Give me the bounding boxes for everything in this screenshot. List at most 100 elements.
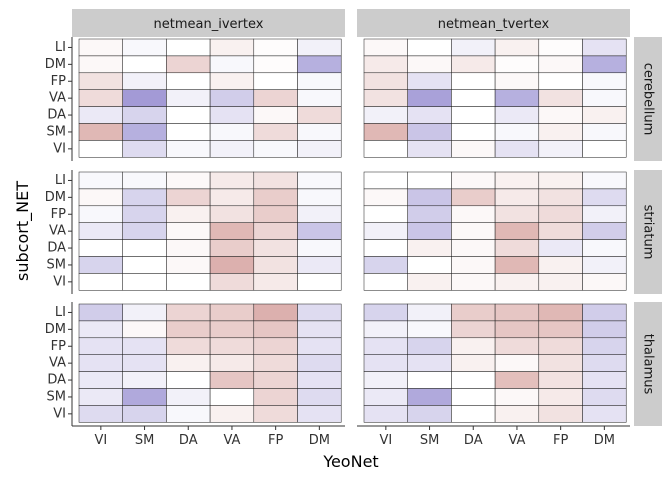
- axes: LIDMFPVADASMVILIDMFPVADASMVILIDMFPVADASM…: [45, 37, 630, 448]
- heatmap-tile: [253, 337, 298, 355]
- heatmap-tile: [122, 405, 167, 423]
- heatmap-tile: [407, 123, 452, 141]
- heatmap-tile: [582, 55, 627, 74]
- heatmap-tile: [209, 222, 255, 240]
- heatmap-tile: [538, 320, 583, 339]
- heatmap-tile: [451, 188, 496, 207]
- heatmap-tile: [166, 106, 211, 124]
- heatmap-tile: [209, 55, 255, 74]
- heatmap-tile: [451, 303, 496, 322]
- heatmap-tile: [297, 38, 342, 57]
- heatmap-tile: [122, 354, 167, 372]
- heatmap-tile: [538, 205, 583, 223]
- heatmap-tile: [538, 222, 583, 240]
- heatmap-tile: [166, 388, 211, 406]
- heatmap-tile: [494, 337, 540, 355]
- heatmap-tile: [297, 171, 342, 190]
- heatmap-tile: [253, 205, 298, 223]
- heatmap-tile: [166, 171, 211, 190]
- heatmap-tile: [582, 106, 627, 124]
- heatmap-tile: [582, 140, 627, 158]
- heatmap-tile: [451, 38, 496, 57]
- row-strip-bg: [634, 37, 662, 161]
- heatmap-tile: [407, 38, 452, 57]
- heatmap-tile: [363, 188, 408, 207]
- heatmap-tile: [297, 55, 342, 74]
- heatmap-tile: [122, 371, 167, 389]
- heatmap-tile: [363, 320, 408, 339]
- x-tick-label: DM: [594, 433, 615, 448]
- heatmap-tile: [209, 38, 255, 57]
- heatmap-tile: [122, 256, 167, 274]
- heatmap-tile: [253, 188, 298, 207]
- heatmap-tile: [363, 106, 408, 124]
- heatmap-tile: [407, 55, 452, 74]
- row-strip-striatum: striatum: [634, 170, 662, 294]
- heatmap-tile: [494, 354, 540, 372]
- heatmap-tile: [253, 140, 298, 158]
- heatmap-tile: [253, 320, 298, 339]
- heatmap-tile: [494, 38, 540, 57]
- y-tick-label: SM: [47, 124, 66, 139]
- heatmap-tile: [494, 388, 540, 406]
- heatmap-tile: [166, 273, 211, 291]
- heatmap-tile: [78, 371, 123, 389]
- heatmap-tile: [297, 371, 342, 389]
- x-tick-label: VI: [379, 433, 392, 448]
- heatmap-tile: [209, 354, 255, 372]
- heatmap-tile: [253, 55, 298, 74]
- heatmap-tile: [166, 354, 211, 372]
- heatmap-tile: [78, 123, 123, 141]
- heatmap-tile: [582, 303, 627, 322]
- y-tick-label: VA: [49, 224, 66, 239]
- heatmap-tile: [538, 273, 583, 291]
- heatmap-tile: [451, 337, 496, 355]
- heatmap-tile: [297, 320, 342, 339]
- heatmap-tile: [122, 388, 167, 406]
- heatmap-tile: [166, 38, 211, 57]
- heatmap-tile: [451, 371, 496, 389]
- heatmap-panel: [357, 170, 630, 294]
- x-tick-label: DA: [464, 433, 483, 448]
- heatmap-tile: [538, 123, 583, 141]
- heatmap-panel: [72, 37, 345, 161]
- heatmap-tile: [209, 188, 255, 207]
- heatmap-tile: [209, 205, 255, 223]
- row-strip-bg: [634, 170, 662, 294]
- heatmap-tile: [122, 320, 167, 339]
- heatmap-tile: [166, 222, 211, 240]
- x-tick-label: DM: [309, 433, 330, 448]
- heatmap-tile: [166, 72, 211, 90]
- heatmap-tile: [538, 388, 583, 406]
- heatmap-tile: [297, 106, 342, 124]
- heatmap-tile: [209, 140, 255, 158]
- heatmap-tile: [78, 320, 123, 339]
- heatmap-panels: [72, 37, 630, 426]
- heatmap-tile: [494, 55, 540, 74]
- heatmap-tile: [363, 171, 408, 190]
- y-tick-label: DA: [47, 108, 66, 123]
- heatmap-tile: [407, 388, 452, 406]
- heatmap-tile: [253, 273, 298, 291]
- heatmap-tile: [494, 256, 540, 274]
- y-tick-label: VI: [53, 406, 66, 421]
- heatmap-panel: [357, 37, 630, 161]
- heatmap-tile: [538, 38, 583, 57]
- heatmap-tile: [253, 303, 298, 322]
- heatmap-tile: [209, 337, 255, 355]
- heatmap-tile: [78, 303, 123, 322]
- heatmap-tile: [122, 89, 167, 107]
- heatmap-panel: [72, 302, 345, 426]
- heatmap-tile: [451, 89, 496, 107]
- x-tick-label: VA: [223, 433, 240, 448]
- y-tick-label: VA: [49, 91, 66, 106]
- heatmap-tile: [297, 188, 342, 207]
- heatmap-tile: [363, 72, 408, 90]
- heatmap-tile: [407, 205, 452, 223]
- heatmap-tile: [407, 72, 452, 90]
- heatmap-tile: [494, 106, 540, 124]
- heatmap-tile: [122, 205, 167, 223]
- heatmap-tile: [122, 337, 167, 355]
- heatmap-tile: [582, 273, 627, 291]
